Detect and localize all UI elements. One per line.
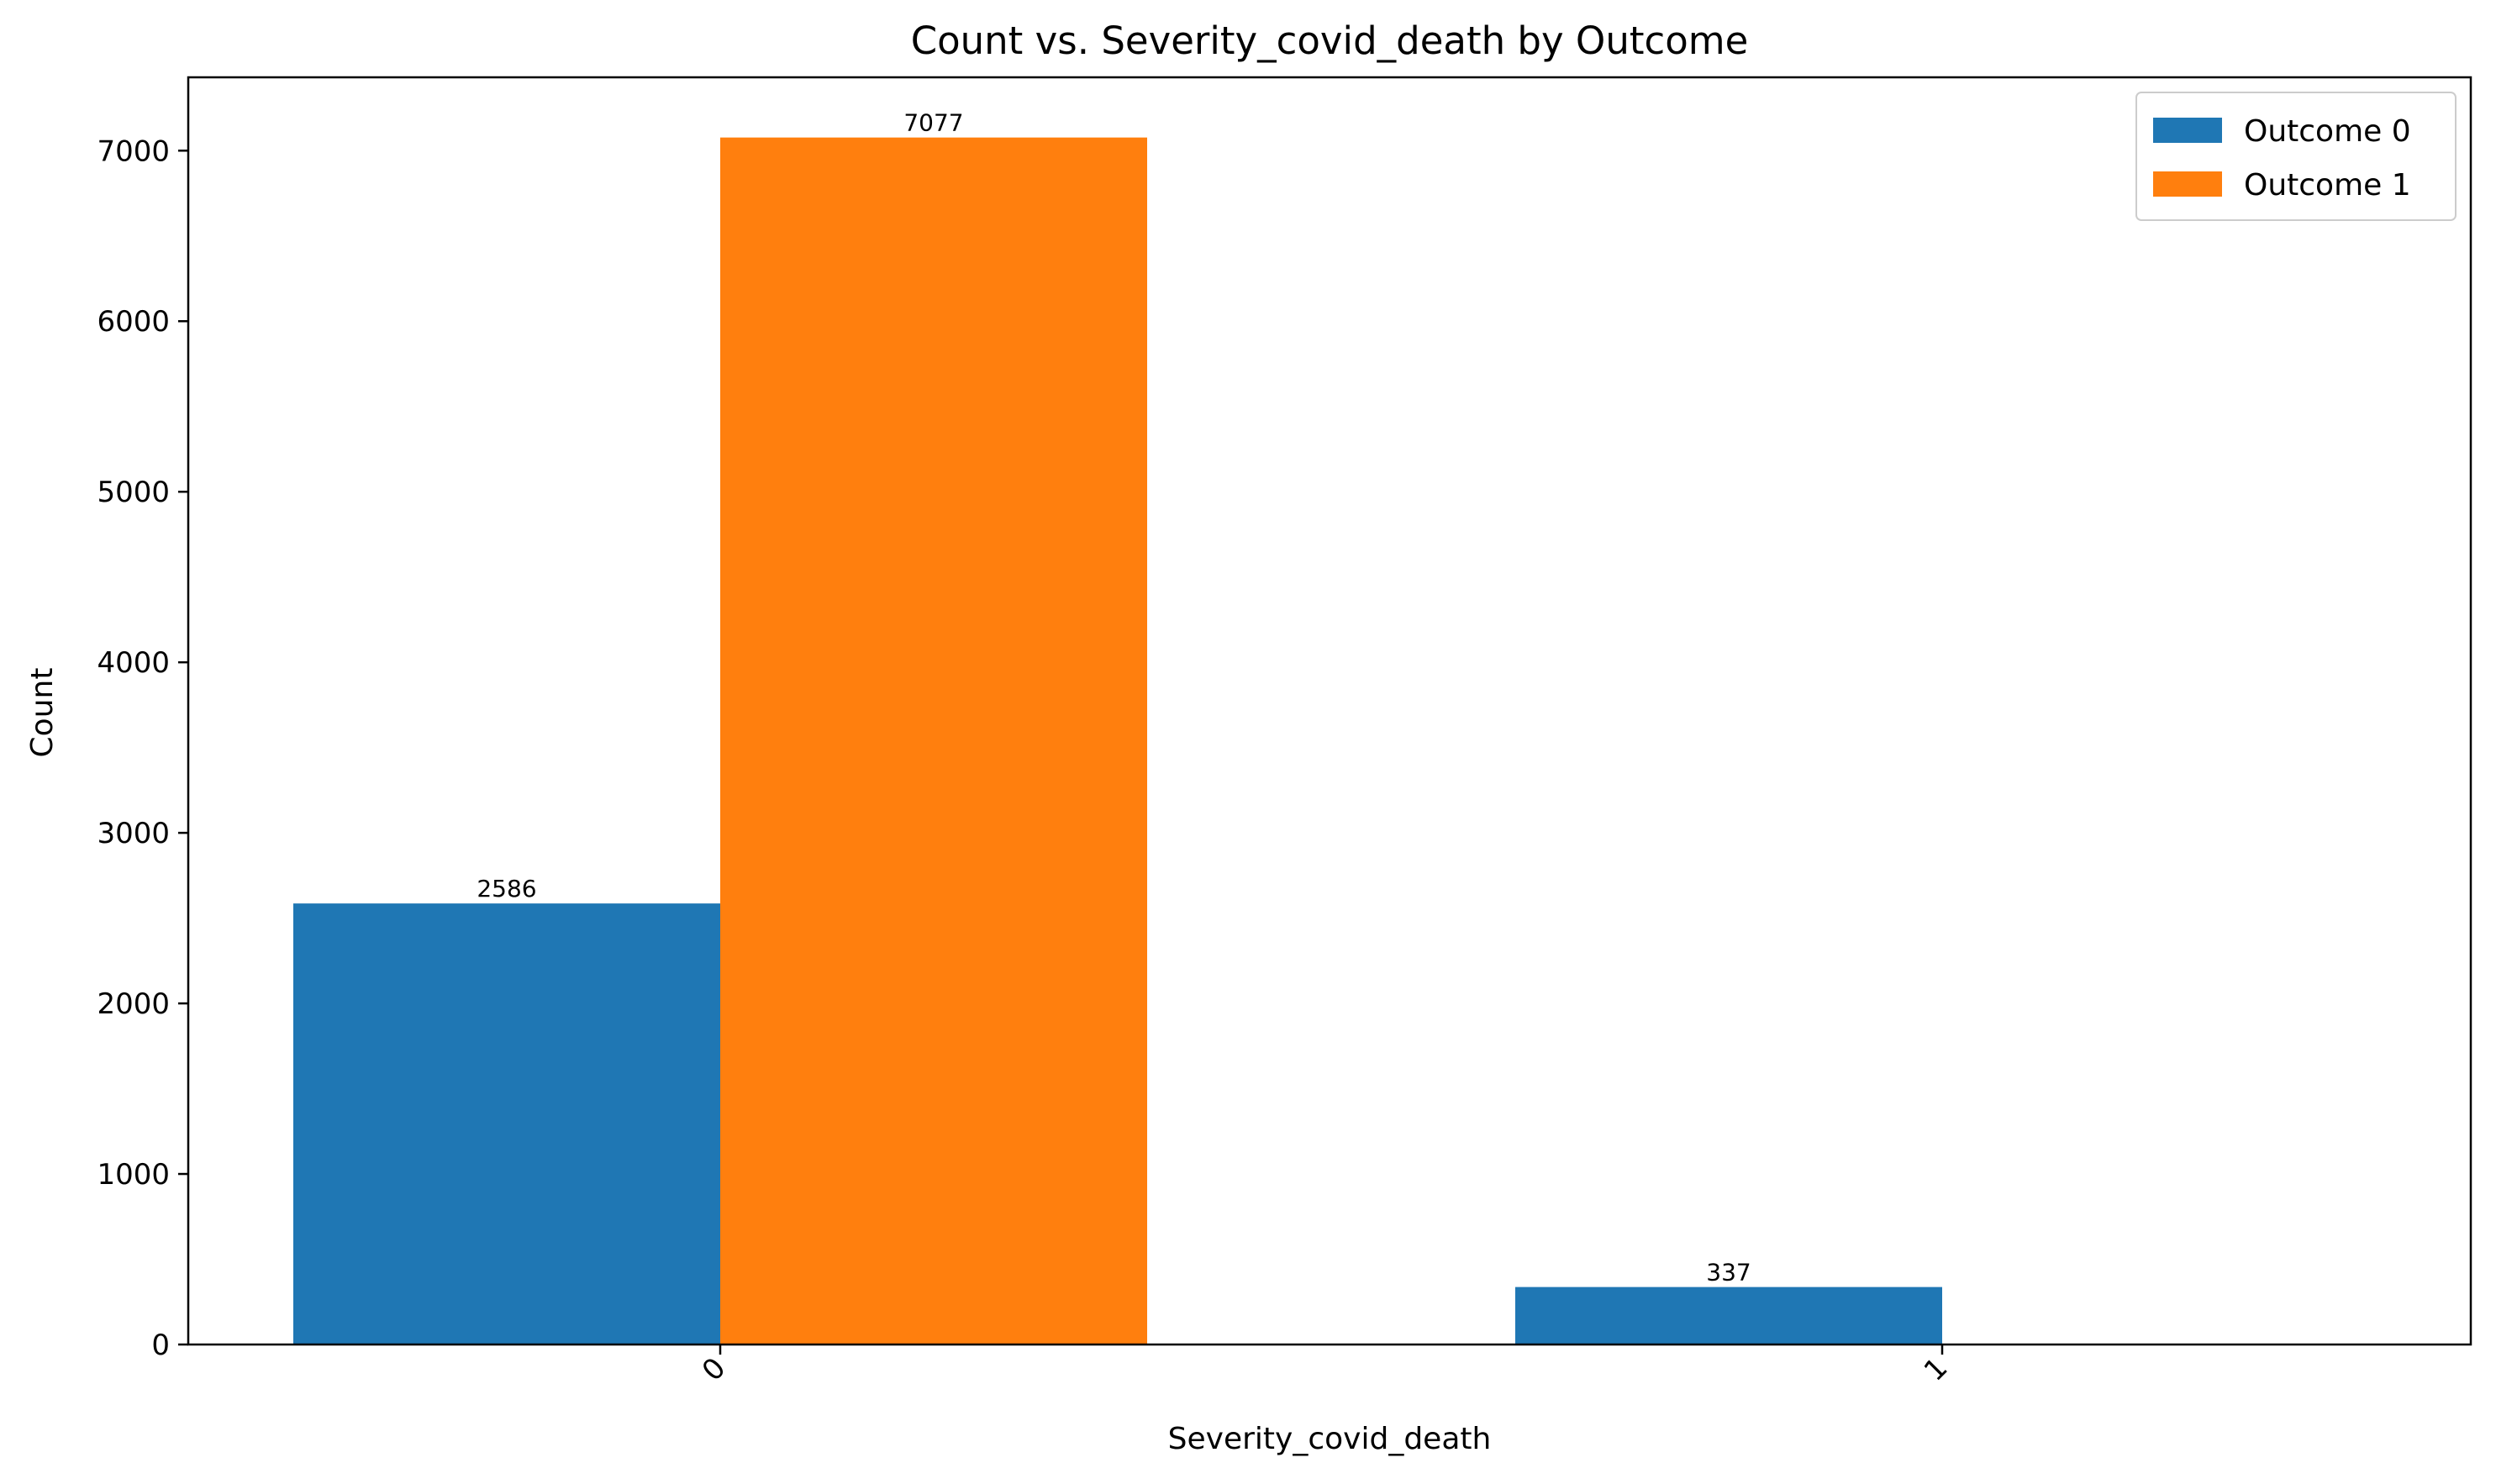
legend: Outcome 0 Outcome 1 xyxy=(2135,92,2457,221)
data-label: 2586 xyxy=(477,875,536,903)
y-tick-label: 1000 xyxy=(97,1158,170,1192)
y-tick-label: 7000 xyxy=(97,134,170,168)
y-axis: 0 1000 2000 3000 4000 5000 6000 7000 xyxy=(97,134,188,1362)
chart-title: Count vs. Severity_covid_death by Outcom… xyxy=(911,18,1749,63)
data-label: 337 xyxy=(1706,1259,1751,1287)
y-tick-label: 3000 xyxy=(97,817,170,850)
y-tick-label: 2000 xyxy=(97,987,170,1021)
data-label: 7077 xyxy=(903,109,963,137)
plot-frame xyxy=(187,76,2472,1346)
y-tick-label: 4000 xyxy=(97,646,170,680)
x-axis-label: Severity_covid_death xyxy=(1168,1422,1492,1456)
bars-group xyxy=(293,137,1942,1345)
x-tick-label: 1 xyxy=(1918,1351,1955,1388)
legend-swatch xyxy=(2153,171,2222,197)
y-axis-label: Count xyxy=(25,668,60,758)
bar-outcome-0-cat-0 xyxy=(293,903,720,1345)
y-tick-label: 0 xyxy=(151,1329,170,1362)
legend-swatch xyxy=(2153,118,2222,143)
y-tick-label: 5000 xyxy=(97,476,170,509)
x-tick-label: 0 xyxy=(696,1351,733,1388)
legend-label: Outcome 1 xyxy=(2244,168,2411,203)
legend-label: Outcome 0 xyxy=(2244,114,2411,149)
bar-outcome-0-cat-1 xyxy=(1515,1287,1942,1345)
data-labels-group: 2586 337 7077 xyxy=(477,109,1751,1287)
y-tick-label: 6000 xyxy=(97,305,170,339)
bar-outcome-1-cat-0 xyxy=(720,137,1147,1345)
